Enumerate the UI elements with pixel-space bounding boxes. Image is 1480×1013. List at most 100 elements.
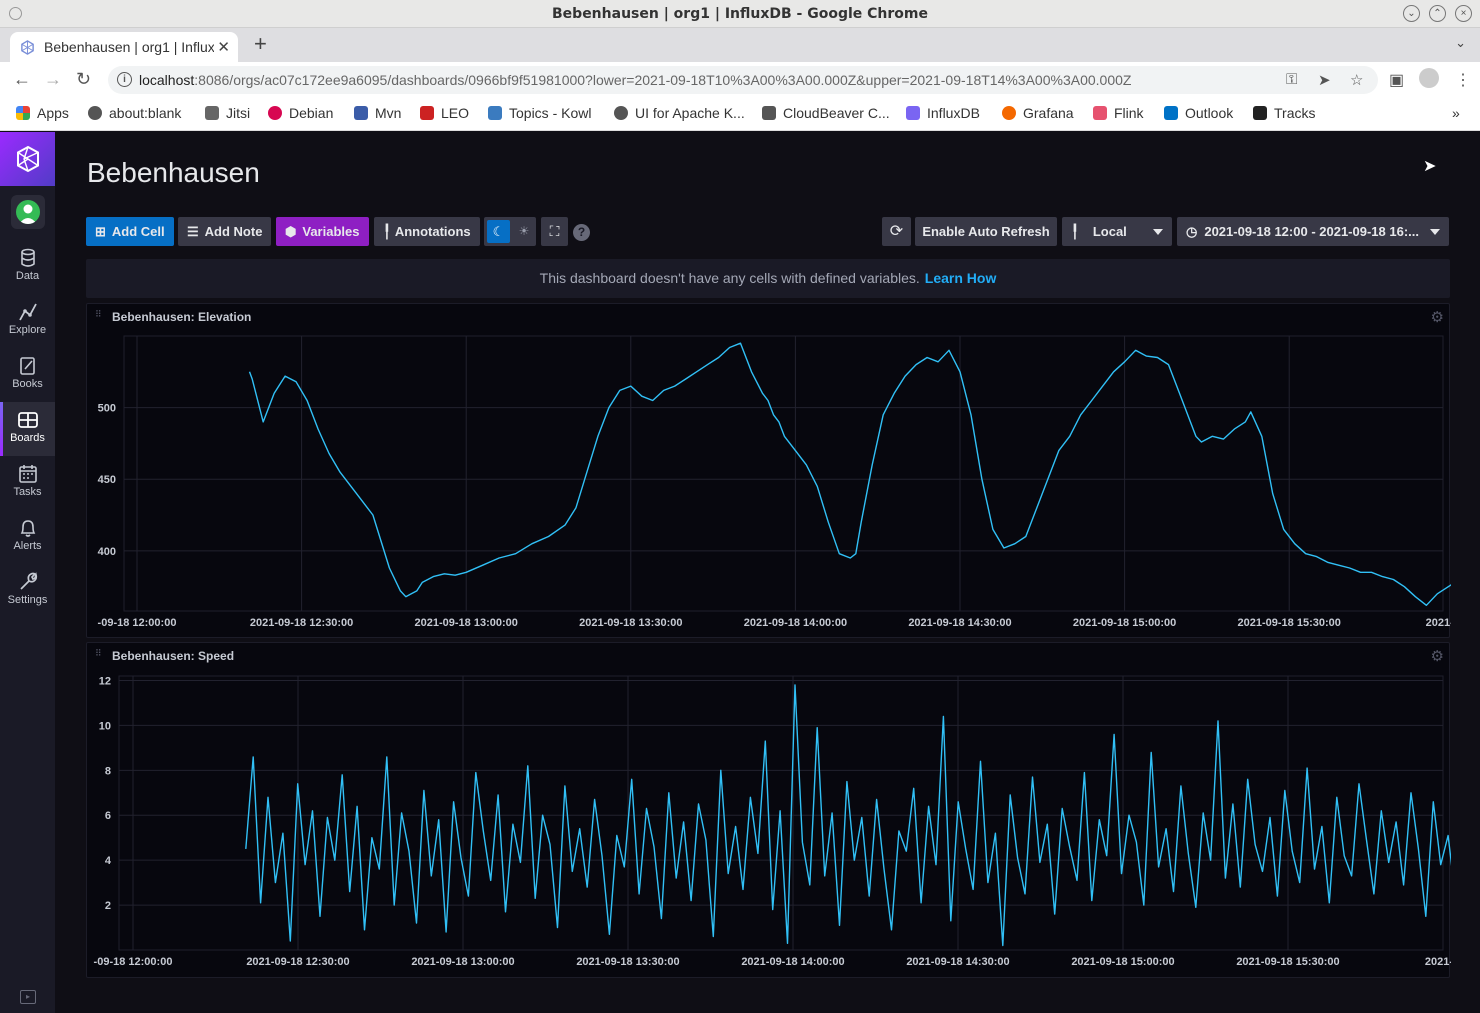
gear-icon[interactable]: ⚙ — [1430, 648, 1444, 665]
speed-cell: -09-18 12:00:00 2021-09-18 12:30:00 2021-0… — [86, 642, 1451, 978]
key-icon[interactable]: ⚿ — [1286, 71, 1298, 88]
theme-toggle[interactable]: ☾ ☀ — [484, 217, 536, 246]
nav-alerts[interactable]: Alerts — [0, 510, 55, 564]
tab-search-icon[interactable]: ⌄ — [1455, 35, 1466, 50]
bell-icon — [20, 520, 35, 537]
x-tick-label: 2021-09-18 15:00:00 — [1073, 617, 1176, 629]
pin-icon: ╿ — [1071, 224, 1079, 239]
add-cell-button[interactable]: ⊞ Add Cell — [86, 217, 174, 246]
y-tick-label: 8 — [105, 765, 111, 777]
bookmark-kafka-ui[interactable]: UI for Apache K... — [614, 105, 745, 121]
back-icon[interactable]: ← — [13, 69, 31, 89]
grafana-icon — [1002, 106, 1016, 120]
bookmark-about-blank[interactable]: about:blank — [88, 105, 181, 121]
auto-refresh-button[interactable]: Enable Auto Refresh — [915, 217, 1057, 246]
influxdb-app: Data Explore Books Boards Tasks Alerts S… — [0, 132, 1480, 1013]
bookmark-tracks[interactable]: Tracks — [1253, 105, 1315, 121]
bookmark-leo[interactable]: LEO — [420, 105, 469, 121]
timezone-dropdown[interactable]: ╿ Local — [1062, 217, 1172, 246]
tab-close-icon[interactable]: ✕ — [217, 39, 230, 56]
mouse-cursor-icon: ➤ — [1423, 158, 1437, 175]
x-tick-label: 2021-09-18 15:30:00 — [1236, 956, 1339, 968]
series-line — [245, 684, 1451, 947]
nav-tasks[interactable]: Tasks — [0, 456, 55, 510]
site-info-icon[interactable]: i — [117, 72, 132, 87]
gear-icon[interactable]: ⚙ — [1430, 309, 1444, 326]
bookmark-flink[interactable]: Flink — [1093, 105, 1144, 121]
window-menu-icon[interactable] — [9, 7, 22, 20]
influxdb-favicon-icon — [21, 40, 34, 55]
speed-chart: -09-18 12:00:00 2021-09-18 12:30:00 2021-0… — [94, 675, 1451, 968]
nav-data[interactable]: Data — [0, 240, 55, 294]
presentation-mode-button[interactable]: ⛶ — [541, 217, 568, 246]
nav-explore[interactable]: Explore — [0, 294, 55, 348]
bookmark-jitsi[interactable]: Jitsi — [205, 105, 250, 121]
bookmark-label: Flink — [1114, 105, 1144, 121]
refresh-button[interactable]: ⟳ — [882, 217, 911, 246]
time-range-dropdown[interactable]: ◷ 2021-09-18 12:00 - 2021-09-18 16:... — [1177, 217, 1449, 246]
cell-title: Bebenhausen: Speed — [112, 649, 235, 663]
flink-icon — [1093, 106, 1107, 120]
new-tab-button[interactable]: + — [254, 31, 267, 56]
page-title: Bebenhausen — [87, 157, 260, 188]
button-label: Add Note — [204, 224, 263, 239]
more-bookmarks-icon[interactable]: » — [1452, 105, 1460, 121]
learn-how-link[interactable]: Learn How — [924, 270, 997, 286]
url-host: localhost — [139, 72, 195, 88]
y-tick-label: 12 — [99, 675, 111, 687]
button-label: Annotations — [394, 224, 471, 239]
bookmark-label: Debian — [289, 105, 334, 121]
notebook-icon — [19, 357, 35, 375]
dashboard-icon — [17, 412, 38, 428]
elevation-chart: -09-18 12:00:00 2021-09-18 12:30:00 2021-0… — [98, 335, 1451, 629]
collapse-nav-icon[interactable]: ▸ — [20, 990, 36, 1004]
variables-button[interactable]: ⬢ Variables — [276, 217, 369, 246]
forward-icon[interactable]: → — [44, 69, 62, 89]
moon-icon[interactable]: ☾ — [487, 220, 510, 243]
button-label: Variables — [302, 224, 360, 239]
minimize-icon[interactable]: ⌄ — [1403, 5, 1420, 22]
jitsi-icon — [205, 106, 219, 120]
annotations-button[interactable]: ╿ Annotations — [374, 217, 480, 246]
bookmark-mvn[interactable]: Mvn — [354, 105, 401, 121]
user-avatar[interactable] — [11, 195, 45, 229]
address-bar[interactable]: i localhost:8086/orgs/ac07c172ee9a6095/d… — [108, 66, 1378, 94]
leo-icon — [420, 106, 434, 120]
send-icon[interactable]: ➤ — [1318, 72, 1331, 89]
bookmark-star-icon[interactable]: ☆ — [1350, 72, 1364, 89]
bookmark-influxdb[interactable]: InfluxDB — [906, 105, 980, 121]
side-panel-icon[interactable]: ▣ — [1389, 72, 1405, 89]
nav-settings[interactable]: Settings — [0, 564, 55, 618]
profile-avatar-icon[interactable] — [1419, 68, 1439, 88]
maximize-icon[interactable]: ⌃ — [1429, 5, 1446, 22]
bookmark-debian[interactable]: Debian — [268, 105, 333, 121]
bookmark-kowl[interactable]: Topics - Kowl — [488, 105, 591, 121]
kowl-icon — [488, 106, 502, 120]
chrome-menu-icon[interactable]: ⋮ — [1455, 72, 1471, 89]
close-window-icon[interactable]: × — [1455, 5, 1472, 22]
add-cell-icon: ⊞ — [95, 224, 106, 239]
nav-boards[interactable]: Boards — [0, 402, 55, 456]
add-note-button[interactable]: ☰ Add Note — [178, 217, 271, 246]
nav-books[interactable]: Books — [0, 348, 55, 402]
y-tick-label: 450 — [98, 474, 116, 486]
apps-grid-icon — [16, 106, 30, 120]
drag-handle-icon[interactable]: ⠿ — [95, 648, 103, 658]
influxdb-logo[interactable] — [0, 132, 55, 186]
x-tick-label: 2021-09-18 15:00:00 — [1071, 956, 1174, 968]
bookmark-grafana[interactable]: Grafana — [1002, 105, 1074, 121]
reload-icon[interactable]: ↻ — [76, 69, 92, 89]
browser-tab[interactable]: Bebenhausen | org1 | InfluxDB ✕ — [10, 32, 238, 62]
bookmark-label: UI for Apache K... — [635, 105, 745, 121]
help-icon[interactable]: ? — [573, 224, 590, 241]
y-tick-label: 400 — [98, 546, 116, 558]
browser-toolbar: ← → ↻ i localhost:8086/orgs/ac07c172ee9a… — [0, 62, 1480, 98]
banner-text: This dashboard doesn't have any cells wi… — [539, 270, 920, 286]
globe-icon — [614, 106, 628, 120]
sun-icon[interactable]: ☀ — [518, 224, 530, 238]
refresh-icon: ⟳ — [889, 223, 904, 240]
drag-handle-icon[interactable]: ⠿ — [95, 309, 103, 319]
bookmark-outlook[interactable]: Outlook — [1164, 105, 1233, 121]
bookmark-apps[interactable]: Apps — [16, 105, 69, 121]
bookmark-cloudbeaver[interactable]: CloudBeaver C... — [762, 105, 890, 121]
